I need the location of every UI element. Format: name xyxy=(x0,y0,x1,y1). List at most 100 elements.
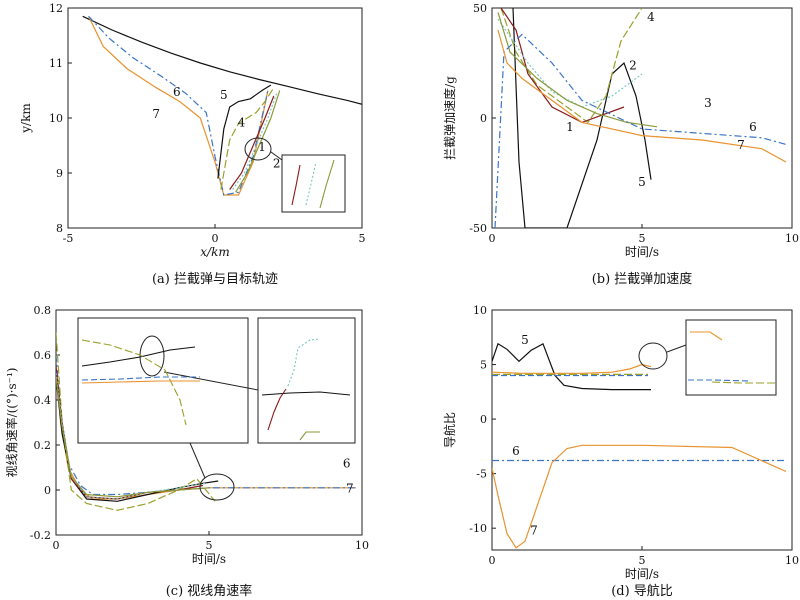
series-line-4 xyxy=(500,8,643,124)
inset-strokes xyxy=(81,159,776,441)
inset-stroke xyxy=(711,381,776,384)
curve-label: 7 xyxy=(530,524,538,538)
zoom-leader xyxy=(163,371,259,391)
y-tick-label: 0.8 xyxy=(34,304,52,317)
curve-label: 5 xyxy=(638,175,646,189)
series-group xyxy=(56,332,356,511)
series-line-3 xyxy=(235,90,281,193)
y-tick-label: 10 xyxy=(49,112,63,125)
y-axis-label: y/km xyxy=(19,103,33,134)
panel-caption: (a) 拦截弹与目标轨迹 xyxy=(152,272,278,287)
y-tick-label: -0.2 xyxy=(30,529,51,542)
x-tick-label: 5 xyxy=(206,539,213,552)
curve-label: 5 xyxy=(220,88,228,102)
x-tick-label: 10 xyxy=(785,554,799,567)
y-axis-label: 拦截弹加速度/g xyxy=(442,76,457,160)
y-tick-label: 0.6 xyxy=(34,349,52,362)
curve-label: 6 xyxy=(173,85,181,99)
inset-stroke xyxy=(81,380,200,384)
x-tick-label: 0 xyxy=(489,554,496,567)
inset-stroke xyxy=(291,164,301,206)
curve-label: 5 xyxy=(521,333,529,347)
plot-frame xyxy=(491,7,793,229)
curve-label: 2 xyxy=(273,157,281,171)
curve-label: 7 xyxy=(737,138,745,152)
x-axis-label: x/km xyxy=(200,245,229,259)
inset-stroke xyxy=(81,376,200,381)
zoom-circle xyxy=(638,342,668,370)
y-tick-label: 9 xyxy=(56,167,63,180)
y-tick-label: 11 xyxy=(49,57,63,70)
curve-label: 2 xyxy=(629,59,637,73)
y-tick-label: 0 xyxy=(480,112,487,125)
panel-caption: (d) 导航比 xyxy=(611,583,673,599)
series-line-target xyxy=(82,15,362,105)
x-tick-label: 5 xyxy=(639,232,646,245)
y-tick-label: 5 xyxy=(480,359,487,372)
series-group xyxy=(494,8,787,228)
x-axis-label: 时间/s xyxy=(192,552,226,566)
series-line-7 xyxy=(497,29,787,163)
zoom-leader xyxy=(270,151,283,161)
panel-caption: (c) 视线角速率 xyxy=(166,583,253,599)
series-group xyxy=(492,342,787,549)
inset-stroke xyxy=(287,338,321,387)
zoom-circle xyxy=(199,473,235,501)
x-axis-label: 时间/s xyxy=(625,567,659,581)
zoom-inset xyxy=(638,319,777,396)
y-tick-label: -50 xyxy=(469,222,487,235)
chart-panel-c: 0 5 10-0.200.20.40.60.8时间/s视线角速率/((°)·s⁻¹)… xyxy=(4,304,369,599)
inset-stroke xyxy=(299,431,320,441)
inset-stroke xyxy=(305,161,317,206)
y-tick-label: -5 xyxy=(476,468,487,481)
curve-label: 3 xyxy=(704,96,712,110)
series-line-6 xyxy=(88,15,269,196)
zoom-leader xyxy=(666,344,687,353)
y-tick-label: 50 xyxy=(473,2,487,15)
x-tick-label: 10 xyxy=(355,539,369,552)
inset-stroke xyxy=(267,388,287,431)
inset-frame xyxy=(257,317,356,444)
x-tick-label: -5 xyxy=(63,232,74,245)
y-tick-label: 8 xyxy=(56,222,63,235)
zoom-circle xyxy=(139,335,165,377)
y-tick-label: 0 xyxy=(480,413,487,426)
series-line-5 xyxy=(492,342,651,391)
series-line-5 xyxy=(512,8,652,228)
y-tick-label: 10 xyxy=(473,304,487,317)
y-tick-label: -10 xyxy=(469,522,487,535)
x-tick-label: 0 xyxy=(212,232,219,245)
series-line-4 xyxy=(220,87,275,190)
zoom-circle xyxy=(244,137,272,161)
x-tick-label: 5 xyxy=(359,232,366,245)
curve-label: 4 xyxy=(647,10,655,24)
x-tick-label: 0 xyxy=(53,539,60,552)
zoom-inset xyxy=(257,317,356,444)
series-line-1 xyxy=(229,95,275,190)
series-line-5 xyxy=(217,84,272,179)
series-line-2 xyxy=(232,93,278,190)
curve-label: 1 xyxy=(258,140,266,154)
curve-label: 6 xyxy=(512,444,520,458)
y-axis-label: 视线角速率/((°)·s⁻¹) xyxy=(4,368,19,478)
series-group xyxy=(82,15,362,196)
x-tick-label: 0 xyxy=(489,232,496,245)
x-tick-label: 10 xyxy=(785,232,799,245)
y-tick-label: 0 xyxy=(44,484,51,497)
curve-label: 7 xyxy=(152,107,160,121)
y-tick-label: 12 xyxy=(49,2,63,15)
inset-stroke xyxy=(688,379,751,382)
zoom-leader xyxy=(189,442,206,479)
inset-frame xyxy=(685,319,777,396)
curve-label: 1 xyxy=(566,120,574,134)
inset-stroke xyxy=(81,339,187,426)
x-tick-label: 5 xyxy=(639,554,646,567)
inset-stroke xyxy=(81,346,196,367)
panel-caption: (b) 拦截弹加速度 xyxy=(592,271,693,287)
y-tick-label: 0.4 xyxy=(34,394,52,407)
series-line-7 xyxy=(88,16,269,196)
inset-stroke xyxy=(261,391,351,396)
